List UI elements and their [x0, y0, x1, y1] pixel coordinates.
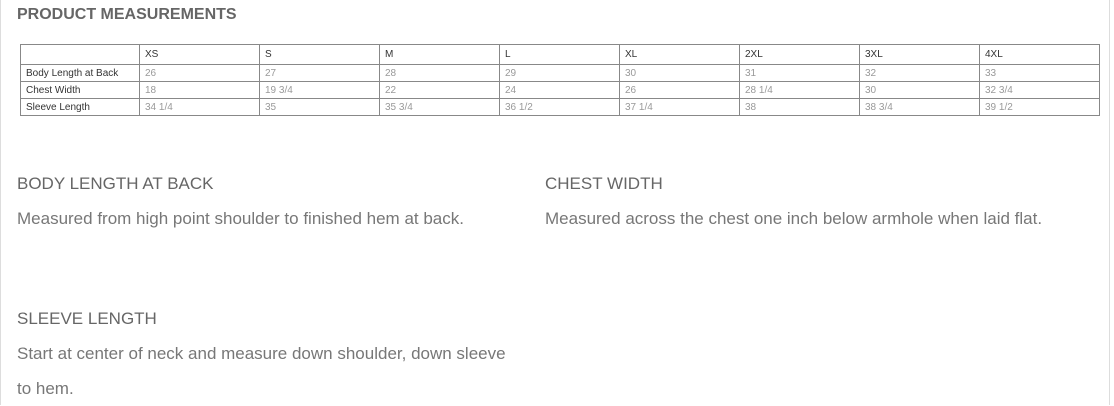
- cell: 34 1/4: [139, 98, 260, 116]
- table-row: Chest Width 18 19 3/4 22 24 26 28 1/4 30 32 3/4: [20, 81, 1100, 99]
- cell: 32 3/4: [979, 81, 1100, 99]
- size-header: 3XL: [859, 44, 980, 65]
- row-label: Sleeve Length: [20, 98, 140, 116]
- cell: 36 1/2: [499, 98, 620, 116]
- description-text: Start at center of neck and measure down…: [17, 344, 506, 398]
- cell: 28 1/4: [739, 81, 860, 99]
- cell: 30: [859, 81, 980, 99]
- description-block: CHEST WIDTH Measured across the chest one…: [545, 166, 1045, 236]
- cell: 26: [139, 64, 260, 82]
- header-row: XS S M L XL 2XL 3XL 4XL: [20, 44, 1100, 65]
- cell: 32: [859, 64, 980, 82]
- cell: 18: [139, 81, 260, 99]
- table-row: Sleeve Length 34 1/4 35 35 3/4 36 1/2 37 1/4 3…: [20, 98, 1100, 116]
- row-label: Body Length at Back: [20, 64, 140, 82]
- cell: 35: [259, 98, 380, 116]
- size-header: S: [259, 44, 380, 65]
- description-text: Measured across the chest one inch below…: [545, 209, 1043, 228]
- description-heading: CHEST WIDTH: [545, 174, 663, 193]
- cell: 31: [739, 64, 860, 82]
- size-header: 2XL: [739, 44, 860, 65]
- description-text: Measured from high point shoulder to fin…: [17, 209, 464, 228]
- cell: 29: [499, 64, 620, 82]
- size-header: XS: [139, 44, 260, 65]
- cell: 39 1/2: [979, 98, 1100, 116]
- cell: 27: [259, 64, 380, 82]
- description-heading: SLEEVE LENGTH: [17, 309, 157, 328]
- cell: 35 3/4: [379, 98, 500, 116]
- description-heading: BODY LENGTH AT BACK: [17, 174, 214, 193]
- row-label: Chest Width: [20, 81, 140, 99]
- cell: 24: [499, 81, 620, 99]
- page-title: PRODUCT MEASUREMENTS: [17, 6, 237, 23]
- table-row: Body Length at Back 26 27 28 29 30 31 32 33: [20, 64, 1100, 82]
- cell: 28: [379, 64, 500, 82]
- cell: 26: [619, 81, 740, 99]
- size-header: XL: [619, 44, 740, 65]
- cell: 38 3/4: [859, 98, 980, 116]
- cell: 38: [739, 98, 860, 116]
- size-header: 4XL: [979, 44, 1100, 65]
- description-block: SLEEVE LENGTH Start at center of neck and…: [17, 301, 517, 406]
- cell: 33: [979, 64, 1100, 82]
- size-header: L: [499, 44, 620, 65]
- corner-cell: [20, 44, 140, 65]
- cell: 30: [619, 64, 740, 82]
- cell: 37 1/4: [619, 98, 740, 116]
- description-block: BODY LENGTH AT BACK Measured from high po…: [17, 166, 517, 236]
- cell: 22: [379, 81, 500, 99]
- cell: 19 3/4: [259, 81, 380, 99]
- size-header: M: [379, 44, 500, 65]
- measurement-table: XS S M L XL 2XL 3XL 4XL Body Length at Back 26 27 2…: [20, 44, 1100, 116]
